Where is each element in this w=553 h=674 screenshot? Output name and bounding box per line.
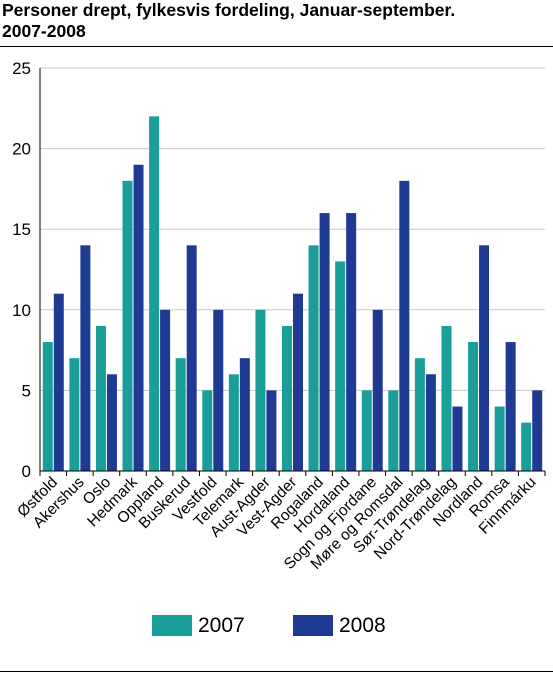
top-divider — [0, 46, 553, 47]
legend-swatch-2008 — [293, 615, 333, 636]
y-tick-label: 15 — [12, 220, 31, 239]
y-tick-label: 5 — [22, 381, 31, 400]
bar-2007-Hordaland — [335, 261, 346, 471]
bar-2007-Vest-Agder — [282, 325, 292, 471]
bar-2007-Oppland — [149, 116, 160, 472]
bar-2008-Hedmark — [133, 164, 144, 471]
chart-title-line-2: 2007-2008 — [2, 21, 86, 41]
legend: 2007 2008 — [0, 612, 553, 642]
bar-2007-Aust-Agder — [255, 309, 266, 471]
bar-2008-Sogn og Fjordane — [372, 309, 383, 471]
bar-2007-Oslo — [95, 325, 106, 471]
bar-2007-Rogaland — [308, 245, 319, 471]
bar-2008-Nordland — [479, 245, 490, 471]
bottom-divider — [0, 671, 553, 672]
bar-2008-Vest-Agder — [293, 293, 303, 471]
y-tick-label: 20 — [12, 140, 31, 159]
y-tick-label: 25 — [12, 59, 31, 78]
bar-2008-Oslo — [106, 374, 117, 471]
bar-2007-Finnmárku — [521, 422, 532, 471]
bar-2007-Møre og Romsdal — [388, 390, 399, 471]
bar-2007-Buskerud — [175, 358, 186, 471]
bar-2008-Sør-Trøndelag — [425, 374, 436, 471]
y-axis-ticks: 0 5 10 15 20 25 — [12, 59, 31, 481]
bar-2008-Telemark — [239, 358, 250, 471]
bar-2008-Møre og Romsdal — [399, 180, 410, 471]
bar-2007-Nordland — [468, 342, 479, 471]
bar-2007-Akershus — [69, 358, 80, 471]
bar-2008-Oppland — [160, 309, 171, 471]
bar-2008-Romsa — [505, 342, 516, 471]
bar-chart: 0 5 10 15 20 25 ØstfoldAkershusOsloHedmarkOpp… — [12, 59, 546, 573]
axes — [39, 68, 546, 476]
bar-2007-Telemark — [228, 374, 239, 471]
bar-2007-Østfold — [42, 342, 53, 471]
y-tick-label: 0 — [22, 462, 31, 481]
bar-2007-Sør-Trøndelag — [414, 358, 425, 471]
bar-2007-Romsa — [494, 406, 505, 471]
y-tick-label: 10 — [12, 301, 31, 320]
chart-title-line-1: Personer drept, fylkesvis fordeling, Jan… — [2, 0, 456, 20]
bar-2008-Hordaland — [346, 213, 357, 471]
legend-label-2008: 2008 — [339, 614, 386, 637]
chart-title: Personer drept, fylkesvis fordeling, Jan… — [2, 0, 547, 42]
legend-swatch-2007 — [152, 615, 192, 636]
bar-2007-Vestfold — [202, 390, 213, 471]
bar-2007-Nord-Trøndelag — [441, 325, 452, 471]
bar-2008-Vestfold — [213, 309, 224, 471]
bar-2008-Østfold — [53, 293, 64, 471]
bars — [42, 116, 543, 472]
bar-2008-Nord-Trøndelag — [452, 406, 463, 471]
bar-2008-Rogaland — [319, 213, 330, 471]
legend-label-2007: 2007 — [198, 614, 245, 637]
x-axis-labels: ØstfoldAkershusOsloHedmarkOpplandBuskeru… — [14, 474, 539, 573]
bar-2008-Finnmárku — [532, 390, 543, 471]
bar-2008-Buskerud — [186, 245, 197, 471]
bar-2008-Aust-Agder — [266, 390, 277, 471]
bar-2007-Hedmark — [122, 180, 133, 471]
bar-2007-Sogn og Fjordane — [361, 390, 372, 471]
bar-2008-Akershus — [80, 245, 91, 471]
